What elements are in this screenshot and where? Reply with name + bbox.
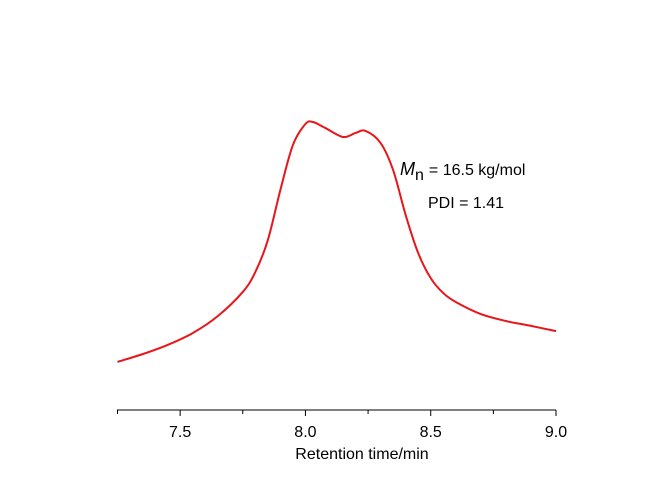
- x-tick-label: 8.5: [420, 424, 442, 441]
- mn-symbol: M: [400, 159, 415, 179]
- mn-value: = 16.5 kg/mol: [429, 162, 526, 179]
- pdi-annotation: PDI = 1.41: [428, 195, 504, 212]
- x-tick-label: 9.0: [545, 424, 567, 441]
- mn-annotation: Mn = 16.5 kg/mol: [400, 159, 525, 184]
- x-tick-label: 7.5: [169, 424, 191, 441]
- x-axis-label: Retention time/min: [295, 446, 428, 463]
- x-tick-label: 8.0: [294, 424, 316, 441]
- mn-subscript: n: [415, 167, 424, 184]
- gpc-trace: [117, 120, 557, 363]
